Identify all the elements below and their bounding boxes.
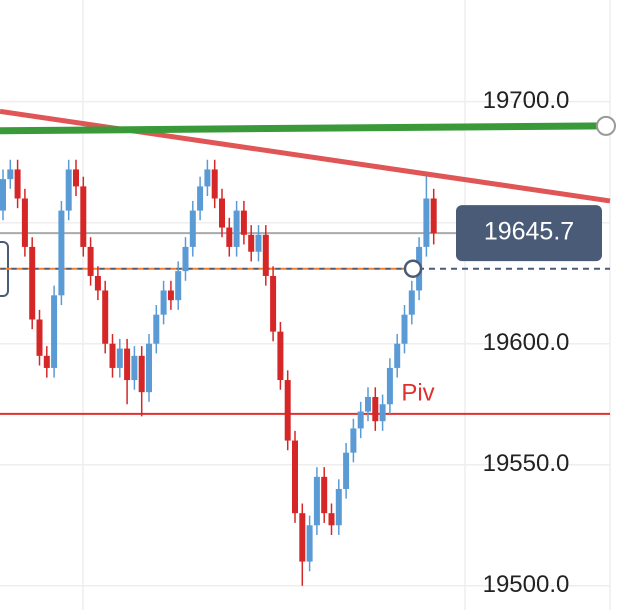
last-price-label: 19645.7 <box>484 218 574 246</box>
candle-body <box>160 290 167 315</box>
candle-body <box>313 476 320 526</box>
candle-body <box>175 271 182 301</box>
pivot-label: Piv <box>401 379 434 406</box>
candle-body <box>211 169 218 199</box>
y-tick-label: 19550.0 <box>483 450 570 477</box>
candle-body <box>394 343 401 368</box>
candle-body <box>240 210 247 235</box>
candle-body <box>306 525 313 562</box>
candle-body <box>423 198 430 247</box>
candle-body <box>386 367 393 405</box>
candle-body <box>29 246 36 320</box>
candle-body <box>284 380 291 441</box>
candle-body <box>248 234 255 252</box>
candle-body <box>7 169 14 180</box>
resistance-handle <box>596 115 616 136</box>
candle-body <box>328 513 335 526</box>
candle-body <box>343 452 350 489</box>
candle-body <box>182 246 189 272</box>
candle-body <box>401 314 408 344</box>
candle-body <box>350 428 357 453</box>
candle-body <box>204 169 211 187</box>
candle-body <box>335 488 342 526</box>
candle-body <box>94 275 101 291</box>
candle-body <box>277 331 284 381</box>
candle-body <box>255 234 262 252</box>
candle-body <box>131 355 138 381</box>
candle-body <box>124 348 131 381</box>
candle-body <box>262 234 269 276</box>
y-tick-label: 19600.0 <box>483 329 570 356</box>
candle-body <box>365 396 371 412</box>
candle-body <box>58 210 65 296</box>
candle-body <box>87 246 94 276</box>
candle-body <box>73 169 79 187</box>
y-tick-label: 19500.0 <box>483 571 570 598</box>
candle-body <box>14 169 21 199</box>
candle-body <box>372 396 379 422</box>
candle-body <box>270 275 277 332</box>
last-price-box <box>456 205 602 262</box>
candle-body <box>379 404 386 422</box>
candle-body <box>226 227 233 247</box>
candle-body <box>430 198 437 234</box>
candle-body <box>36 319 43 356</box>
candle-body <box>292 440 298 514</box>
candle-body <box>167 290 174 301</box>
trendline <box>0 108 611 204</box>
candle-body <box>321 476 328 514</box>
candle-body <box>65 169 72 211</box>
candle-body <box>233 210 240 247</box>
candle-body <box>43 355 50 368</box>
y-tick-label: 19700.0 <box>483 87 570 114</box>
candle-body <box>357 411 364 429</box>
candle-body <box>197 186 204 211</box>
candle-body <box>102 290 109 344</box>
candle-body <box>408 290 415 315</box>
dashed-level-handle <box>403 259 423 278</box>
candle-body <box>109 343 116 368</box>
candle-body <box>153 314 160 344</box>
candle-body <box>80 186 87 247</box>
candle-body <box>21 198 28 247</box>
candle-body <box>138 355 145 393</box>
candle-body <box>146 343 152 393</box>
candle-body <box>189 210 196 247</box>
candle-body <box>116 348 123 368</box>
candle-body <box>0 179 6 211</box>
candle-body <box>51 295 58 368</box>
resistance-line <box>0 122 605 135</box>
candle-body <box>299 513 306 562</box>
candle-body <box>219 198 225 228</box>
